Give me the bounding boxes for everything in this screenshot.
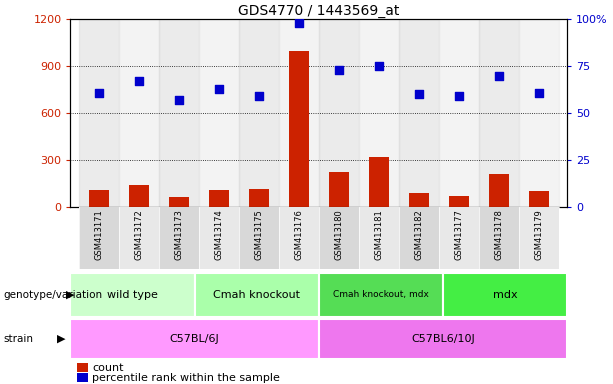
Text: GSM413173: GSM413173 [174, 209, 183, 260]
Text: GSM413171: GSM413171 [94, 209, 103, 260]
Bar [359, 19, 399, 207]
Bar [443, 273, 567, 317]
Bar [409, 193, 429, 207]
Text: genotype/variation: genotype/variation [3, 290, 102, 300]
Bar [159, 207, 199, 269]
Text: GSM413175: GSM413175 [254, 209, 263, 260]
Bar [359, 207, 399, 269]
Text: GSM413174: GSM413174 [214, 209, 223, 260]
Bar [208, 190, 229, 207]
Bar [529, 191, 549, 207]
Bar [70, 319, 319, 359]
Bar [279, 19, 319, 207]
Point [414, 91, 424, 98]
Text: mdx: mdx [493, 290, 517, 300]
Point [94, 89, 104, 96]
Text: strain: strain [3, 334, 33, 344]
Bar [369, 157, 389, 207]
Title: GDS4770 / 1443569_at: GDS4770 / 1443569_at [238, 4, 400, 18]
Bar [479, 19, 519, 207]
Text: C57BL6/10J: C57BL6/10J [411, 334, 474, 344]
Point [374, 63, 384, 70]
Text: GSM413181: GSM413181 [375, 209, 383, 260]
Point [214, 86, 224, 92]
Bar [78, 19, 118, 207]
Bar [399, 207, 439, 269]
Bar [439, 207, 479, 269]
Bar [129, 185, 148, 207]
Point [494, 73, 504, 79]
Text: C57BL/6J: C57BL/6J [170, 334, 219, 344]
Point [294, 20, 303, 26]
Text: GSM413172: GSM413172 [134, 209, 143, 260]
Bar [519, 207, 559, 269]
Text: GSM413176: GSM413176 [294, 209, 303, 260]
Bar [399, 19, 439, 207]
Text: ▶: ▶ [66, 290, 75, 300]
Bar [519, 19, 559, 207]
Text: ▶: ▶ [57, 334, 66, 344]
Text: GSM413179: GSM413179 [535, 209, 544, 260]
Point [454, 93, 464, 99]
Bar [489, 174, 509, 207]
Bar [319, 319, 567, 359]
Bar [199, 19, 238, 207]
Point [534, 89, 544, 96]
Bar [238, 207, 279, 269]
Point [334, 67, 344, 73]
Text: GSM413180: GSM413180 [334, 209, 343, 260]
Bar [169, 197, 189, 207]
Bar [279, 207, 319, 269]
Bar [329, 172, 349, 207]
Text: count: count [92, 363, 123, 373]
Point [173, 97, 183, 103]
Bar [439, 19, 479, 207]
Bar [289, 51, 309, 207]
Text: GSM413182: GSM413182 [414, 209, 424, 260]
Text: Cmah knockout, mdx: Cmah knockout, mdx [333, 290, 428, 299]
Bar [479, 207, 519, 269]
Text: percentile rank within the sample: percentile rank within the sample [92, 373, 280, 383]
Text: Cmah knockout: Cmah knockout [213, 290, 300, 300]
Bar [78, 207, 118, 269]
Bar [319, 19, 359, 207]
Bar [70, 273, 195, 317]
Point [134, 78, 143, 84]
Bar [238, 19, 279, 207]
Bar [319, 273, 443, 317]
Bar [118, 207, 159, 269]
Text: wild type: wild type [107, 290, 158, 300]
Bar [319, 207, 359, 269]
Bar [249, 189, 268, 207]
Text: GSM413178: GSM413178 [495, 209, 503, 260]
Point [254, 93, 264, 99]
Bar [159, 19, 199, 207]
Bar [449, 195, 469, 207]
Text: GSM413177: GSM413177 [454, 209, 463, 260]
Bar [199, 207, 238, 269]
Bar [195, 273, 319, 317]
Bar [118, 19, 159, 207]
Bar [88, 190, 109, 207]
